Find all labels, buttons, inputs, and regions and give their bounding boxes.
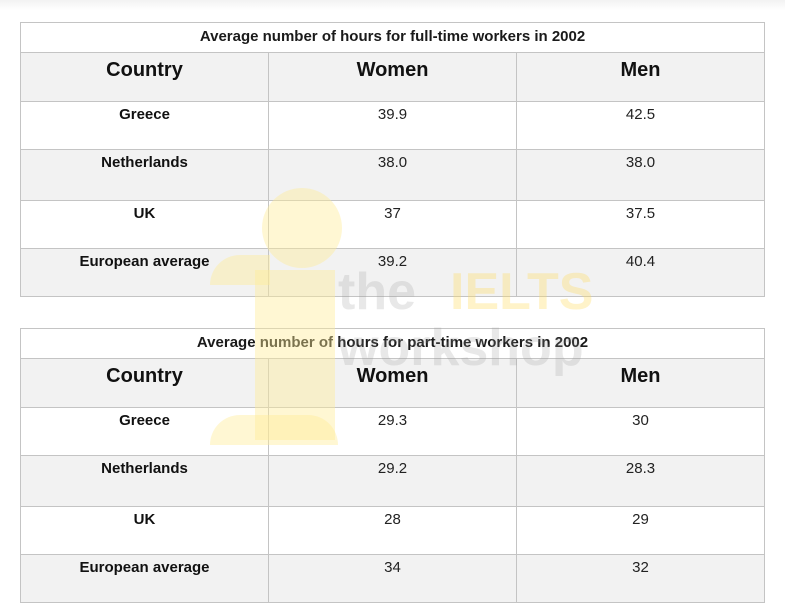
top-edge-shadow xyxy=(0,0,785,10)
table-title-row: Average number of hours for part-time wo… xyxy=(19,328,766,359)
women-hours-cell: 28 xyxy=(268,506,517,555)
women-hours-cell: 29.2 xyxy=(268,455,517,507)
table-title: Average number of hours for part-time wo… xyxy=(19,328,766,359)
table-header-row: Country Women Men xyxy=(20,52,766,102)
men-hours-cell: 28.3 xyxy=(515,455,766,507)
table-header-row: Country Women Men xyxy=(20,358,766,408)
country-cell: European average xyxy=(20,248,269,297)
women-hours-cell: 39.2 xyxy=(268,248,517,297)
table-row: Greece 29.3 30 xyxy=(20,407,766,456)
men-hours-cell: 42.5 xyxy=(515,101,766,150)
country-cell: Netherlands xyxy=(20,455,269,507)
column-header-women: Women xyxy=(268,52,517,102)
table-row: UK 37 37.5 xyxy=(20,200,766,249)
women-hours-cell: 39.9 xyxy=(268,101,517,150)
country-cell: Netherlands xyxy=(20,149,269,201)
women-hours-cell: 34 xyxy=(268,554,517,603)
men-hours-cell: 40.4 xyxy=(515,248,766,297)
country-cell: Greece xyxy=(20,407,269,456)
column-header-men: Men xyxy=(515,52,766,102)
column-header-women: Women xyxy=(268,358,517,408)
table-row: European average 39.2 40.4 xyxy=(20,248,766,297)
country-cell: Greece xyxy=(20,101,269,150)
column-header-men: Men xyxy=(515,358,766,408)
table-row: Netherlands 29.2 28.3 xyxy=(20,455,766,507)
men-hours-cell: 37.5 xyxy=(515,200,766,249)
table-row: UK 28 29 xyxy=(20,506,766,555)
men-hours-cell: 38.0 xyxy=(515,149,766,201)
table-row: European average 34 32 xyxy=(20,554,766,603)
men-hours-cell: 32 xyxy=(515,554,766,603)
men-hours-cell: 30 xyxy=(515,407,766,456)
table-row: Greece 39.9 42.5 xyxy=(20,101,766,150)
women-hours-cell: 37 xyxy=(268,200,517,249)
table-title: Average number of hours for full-time wo… xyxy=(19,22,766,53)
country-cell: UK xyxy=(20,200,269,249)
column-header-country: Country xyxy=(20,358,269,408)
women-hours-cell: 38.0 xyxy=(268,149,517,201)
country-cell: UK xyxy=(20,506,269,555)
men-hours-cell: 29 xyxy=(515,506,766,555)
country-cell: European average xyxy=(20,554,269,603)
table-title-row: Average number of hours for full-time wo… xyxy=(19,22,766,53)
fulltime-hours-table: Average number of hours for full-time wo… xyxy=(19,22,766,297)
women-hours-cell: 29.3 xyxy=(268,407,517,456)
parttime-hours-table: Average number of hours for part-time wo… xyxy=(19,328,766,603)
column-header-country: Country xyxy=(20,52,269,102)
table-row: Netherlands 38.0 38.0 xyxy=(20,149,766,201)
